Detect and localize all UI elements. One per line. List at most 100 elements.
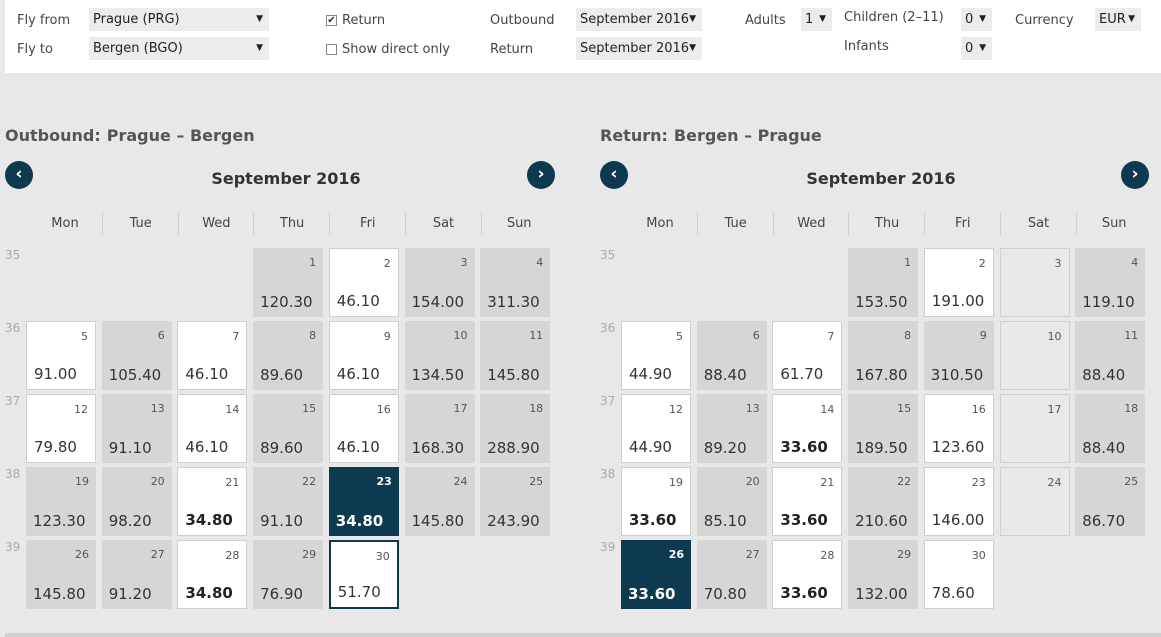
outbound-day-cell[interactable]: 7 46.10 [177,321,248,390]
return-day-cell[interactable]: 15 189.50 [848,394,919,463]
outbound-prev-month-button[interactable]: ‹ [5,161,33,189]
infants-value: 0 [965,41,974,56]
outbound-day-cell[interactable]: 23 34.80 [328,467,399,536]
return-day-cell[interactable]: 18 88.40 [1075,394,1146,463]
outbound-week-number: 39 [5,540,21,554]
outbound-day-cell[interactable]: 19 123.30 [26,467,96,536]
return-day-cell[interactable]: 5 44.90 [621,321,691,390]
return-day-cell[interactable]: 27 70.80 [696,540,767,609]
day-number: 8 [309,329,317,342]
outbound-day-cell[interactable]: 24 145.80 [404,467,475,536]
return-day-cell[interactable]: 7 61.70 [772,321,843,390]
return-day-cell[interactable]: 30 78.60 [923,540,994,609]
day-number: 9 [979,329,987,342]
outbound-day-cell[interactable]: 5 91.00 [26,321,96,390]
day-price: 210.60 [855,512,908,530]
infants-select[interactable]: 0 ▼ [961,37,992,60]
outbound-day-cell[interactable]: 6 105.40 [101,321,172,390]
direct-only-checkbox[interactable]: Show direct only [326,42,450,57]
return-month-title: September 2016 [806,169,956,188]
outbound-day-cell[interactable]: 18 288.90 [480,394,551,463]
return-checkbox[interactable]: ✔ Return [326,13,385,28]
outbound-month-select[interactable]: September 2016 ▼ [576,8,702,31]
outbound-day-cell[interactable]: 12 79.80 [26,394,96,463]
day-number: 25 [1124,475,1139,488]
outbound-day-cell[interactable]: 9 46.10 [328,321,399,390]
return-day-cell[interactable]: 23 146.00 [923,467,994,536]
day-number: 15 [302,402,317,415]
fly-from-select[interactable]: Prague (PRG) ▼ [89,8,269,31]
day-number: 20 [745,475,760,488]
return-month-select[interactable]: September 2016 ▼ [576,37,702,60]
direct-only-label: Show direct only [342,42,451,57]
return-day-cell[interactable]: 29 132.00 [848,540,919,609]
outbound-day-cell[interactable]: 1 120.30 [253,248,324,317]
return-weekday-separator [924,212,926,235]
day-number: 18 [529,402,544,415]
return-day-cell[interactable]: 1 153.50 [848,248,919,317]
return-day-cell[interactable]: 14 33.60 [772,394,843,463]
outbound-day-cell[interactable]: 30 51.70 [328,540,399,609]
return-checkbox-label: Return [342,13,386,28]
return-day-cell[interactable]: 28 33.60 [772,540,843,609]
day-price: 33.60 [780,511,828,529]
return-day-cell[interactable]: 13 89.20 [696,394,767,463]
day-price: 79.80 [34,438,77,456]
return-prev-month-button[interactable]: ‹ [600,161,628,189]
return-day-cell[interactable]: 19 33.60 [621,467,691,536]
outbound-day-cell[interactable]: 25 243.90 [480,467,551,536]
day-number: 10 [453,329,468,342]
outbound-day-cell[interactable]: 27 91.20 [101,540,172,609]
adults-select[interactable]: 1 ▼ [801,8,832,31]
chevron-right-icon: › [537,164,545,184]
fly-to-select[interactable]: Bergen (BGO) ▼ [89,37,269,60]
return-day-cell[interactable]: 26 33.60 [621,540,691,609]
return-day-cell[interactable]: 2 191.00 [923,248,994,317]
outbound-day-cell[interactable]: 20 98.20 [101,467,172,536]
day-price: 168.30 [411,439,465,457]
outbound-day-cell[interactable]: 15 89.60 [253,394,324,463]
outbound-day-cell[interactable]: 2 46.10 [328,248,399,317]
return-day-cell[interactable]: 11 88.40 [1075,321,1146,390]
outbound-day-cell[interactable]: 17 168.30 [404,394,475,463]
outbound-day-cell[interactable]: 10 134.50 [404,321,475,390]
chevron-left-icon: ‹ [15,164,23,184]
return-date-label: Return [490,42,534,57]
currency-select[interactable]: EUR ▼ [1095,8,1141,31]
outbound-day-cell[interactable]: 22 91.10 [253,467,324,536]
day-number: 30 [971,549,986,562]
day-number: 11 [529,329,544,342]
return-day-cell[interactable]: 22 210.60 [848,467,919,536]
outbound-next-month-button[interactable]: › [527,161,555,189]
return-day-cell[interactable]: 8 167.80 [848,321,919,390]
day-number: 14 [225,403,240,416]
return-day-cell[interactable]: 4 119.10 [1075,248,1146,317]
divider [5,633,1161,637]
day-number: 13 [150,402,165,415]
outbound-day-cell[interactable]: 3 154.00 [404,248,475,317]
day-price: 51.70 [337,583,381,601]
return-day-cell[interactable]: 16 123.60 [923,394,994,463]
return-day-cell[interactable]: 20 85.10 [696,467,767,536]
outbound-day-cell[interactable]: 11 145.80 [480,321,551,390]
return-day-cell[interactable]: 12 44.90 [621,394,691,463]
outbound-day-cell[interactable]: 4 311.30 [480,248,551,317]
outbound-day-cell[interactable]: 26 145.80 [26,540,96,609]
outbound-day-cell[interactable]: 28 34.80 [177,540,248,609]
return-next-month-button[interactable]: › [1121,161,1149,189]
return-day-cell[interactable]: 6 88.40 [696,321,767,390]
day-number: 14 [820,403,835,416]
outbound-day-cell[interactable]: 21 34.80 [177,467,248,536]
outbound-day-cell[interactable]: 14 46.10 [177,394,248,463]
return-day-cell[interactable]: 25 86.70 [1075,467,1146,536]
return-weekday-thu: Thu [874,216,900,231]
outbound-day-cell[interactable]: 8 89.60 [253,321,324,390]
outbound-day-cell[interactable]: 16 46.10 [328,394,399,463]
return-day-cell[interactable]: 21 33.60 [772,467,843,536]
outbound-day-cell[interactable]: 13 91.10 [101,394,172,463]
outbound-day-cell[interactable]: 29 76.90 [253,540,324,609]
day-price: 61.70 [780,365,824,383]
children-select[interactable]: 0 ▼ [961,8,992,31]
outbound-weekday-separator [177,212,179,235]
return-day-cell[interactable]: 9 310.50 [923,321,994,390]
